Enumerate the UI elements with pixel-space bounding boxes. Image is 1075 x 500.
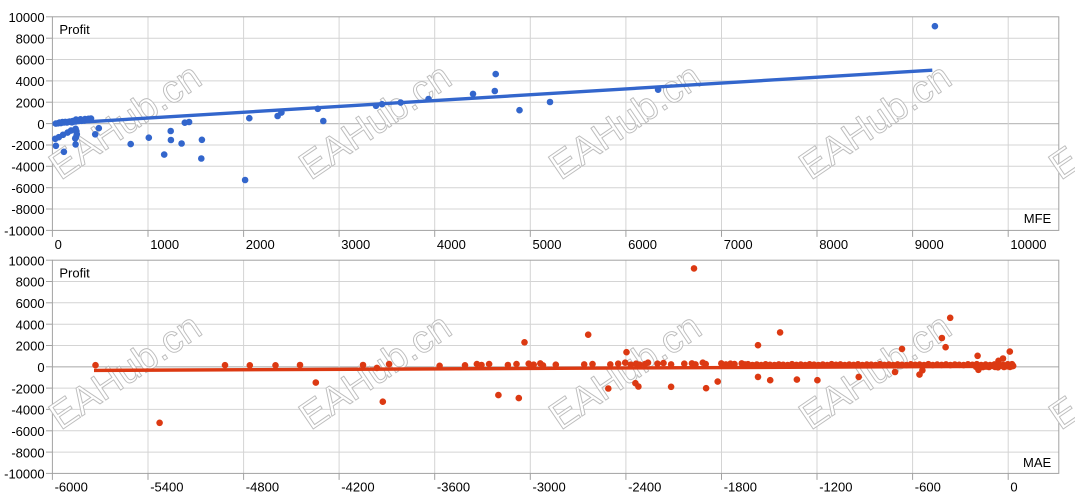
svg-text:-4000: -4000 [11, 403, 44, 418]
svg-text:-4800: -4800 [246, 480, 279, 495]
svg-text:-6000: -6000 [11, 181, 44, 196]
svg-text:-6000: -6000 [55, 480, 88, 495]
svg-text:0: 0 [37, 117, 44, 132]
svg-text:8000: 8000 [16, 275, 45, 290]
svg-text:6000: 6000 [16, 53, 45, 68]
svg-text:MFE: MFE [1024, 211, 1052, 226]
svg-text:3000: 3000 [341, 237, 370, 252]
svg-text:4000: 4000 [16, 74, 45, 89]
svg-text:-2400: -2400 [628, 480, 661, 495]
svg-text:-1200: -1200 [819, 480, 852, 495]
svg-text:0: 0 [55, 237, 62, 252]
svg-text:-8000: -8000 [11, 445, 44, 460]
svg-text:9000: 9000 [915, 237, 944, 252]
svg-text:4000: 4000 [437, 237, 466, 252]
svg-text:7000: 7000 [724, 237, 753, 252]
svg-text:-2000: -2000 [11, 381, 44, 396]
svg-text:-600: -600 [915, 480, 941, 495]
svg-text:-3600: -3600 [437, 480, 470, 495]
svg-text:2000: 2000 [16, 95, 45, 110]
svg-text:0: 0 [1010, 480, 1017, 495]
svg-text:2000: 2000 [16, 339, 45, 354]
svg-text:-4200: -4200 [341, 480, 374, 495]
svg-text:MAE: MAE [1023, 455, 1052, 470]
svg-text:-4000: -4000 [11, 160, 44, 175]
svg-text:4000: 4000 [16, 317, 45, 332]
svg-text:10000: 10000 [8, 10, 44, 25]
svg-text:-10000: -10000 [4, 467, 44, 482]
svg-text:0: 0 [37, 360, 44, 375]
svg-text:6000: 6000 [16, 296, 45, 311]
svg-text:2000: 2000 [246, 237, 275, 252]
svg-text:-6000: -6000 [11, 424, 44, 439]
svg-text:10000: 10000 [1010, 237, 1046, 252]
svg-text:Profit: Profit [59, 22, 90, 37]
svg-text:-1800: -1800 [724, 480, 757, 495]
svg-text:5000: 5000 [533, 237, 562, 252]
svg-text:1000: 1000 [150, 237, 179, 252]
svg-text:-5400: -5400 [150, 480, 183, 495]
svg-text:-10000: -10000 [4, 224, 44, 239]
svg-text:-2000: -2000 [11, 138, 44, 153]
svg-text:-8000: -8000 [11, 202, 44, 217]
svg-text:10000: 10000 [8, 253, 44, 268]
svg-text:Profit: Profit [59, 266, 90, 281]
svg-text:8000: 8000 [16, 31, 45, 46]
svg-text:8000: 8000 [819, 237, 848, 252]
svg-text:6000: 6000 [628, 237, 657, 252]
svg-text:-3000: -3000 [533, 480, 566, 495]
